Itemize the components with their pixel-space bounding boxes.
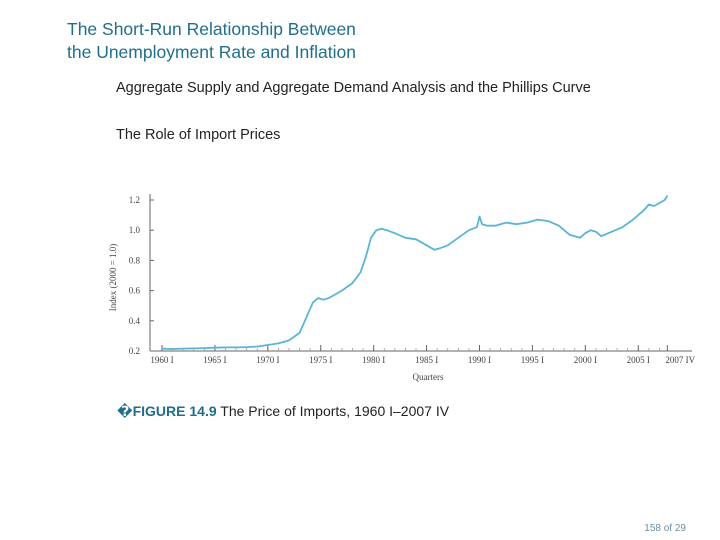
y-axis-label: Index (2000 = 1.0) xyxy=(108,244,118,312)
y-tick-label: 1.2 xyxy=(129,195,140,205)
x-tick-label: 1980 I xyxy=(362,355,385,365)
x-tick-label: 1995 I xyxy=(521,355,544,365)
x-tick-label: 2005 I xyxy=(627,355,650,365)
subhead-import-prices: The Role of Import Prices xyxy=(116,127,281,143)
x-tick-label: 1965 I xyxy=(203,355,226,365)
y-tick-label: 1.0 xyxy=(129,225,141,235)
chart-ticks: 0.2 0.4 0.6 0.8 1.0 1.2 1960 I 1965 I 1970 I 1975… xyxy=(129,195,696,365)
x-tick-label: 1970 I xyxy=(256,355,279,365)
series-line-import-price xyxy=(161,195,669,350)
y-tick-label: 0.4 xyxy=(129,316,141,326)
slide-title: The Short-Run Relationship Between the U… xyxy=(67,18,627,64)
y-tick-label: 0.2 xyxy=(129,346,140,356)
caption-text: The Price of Imports, 1960 I–2007 IV xyxy=(220,403,450,419)
figure-label: FIGURE 14.9 xyxy=(132,403,217,419)
page-number: 158 of 29 xyxy=(644,523,686,534)
subhead-as-ad-phillips: Aggregate Supply and Aggregate Demand An… xyxy=(116,80,591,96)
slide-title-line-1: The Short-Run Relationship Between xyxy=(67,19,356,39)
x-tick-label: 1975 I xyxy=(309,355,332,365)
caption-marker: � xyxy=(117,403,133,419)
figure-caption: �FIGURE 14.9 The Price of Imports, 1960 … xyxy=(117,401,677,421)
chart-plot-area xyxy=(161,195,669,350)
slide-title-line-2: the Unemployment Rate and Inflation xyxy=(67,42,356,62)
x-axis-label: Quarters xyxy=(413,372,444,382)
x-tick-label: 1985 I xyxy=(415,355,438,365)
x-tick-label: 2007 IV xyxy=(665,355,695,365)
x-tick-label: 1960 I xyxy=(150,355,173,365)
x-tick-label: 1990 I xyxy=(468,355,491,365)
y-tick-label: 0.6 xyxy=(129,286,141,296)
x-tick-label: 2000 I xyxy=(574,355,597,365)
chart-axes xyxy=(149,194,692,352)
y-tick-label: 0.8 xyxy=(129,255,141,265)
